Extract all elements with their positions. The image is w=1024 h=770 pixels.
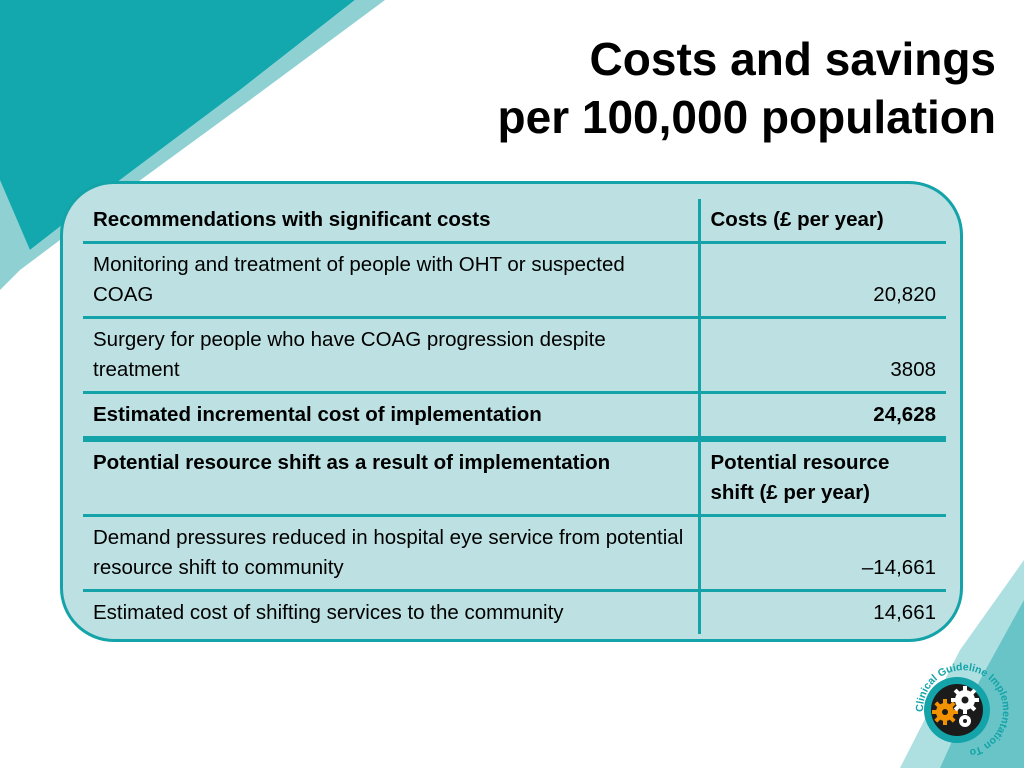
row-description: Estimated cost of shifting services to t…: [83, 590, 701, 634]
row-value: –14,661: [699, 515, 946, 592]
table-row: Estimated cost of shifting services to t…: [83, 590, 946, 634]
total-description: Estimated incremental cost of implementa…: [83, 392, 701, 442]
row-description: Surgery for people who have COAG progres…: [83, 317, 701, 394]
clinical-guideline-logo: Clinical Guideline Implementation Tools: [902, 641, 1020, 765]
total-value: 24,628: [699, 392, 946, 442]
table-row: Demand pressures reduced in hospital eye…: [83, 515, 946, 592]
row-description: Monitoring and treatment of people with …: [83, 242, 701, 319]
row-value: 3808: [699, 317, 946, 394]
costs-table: Recommendations with significant costs C…: [83, 199, 946, 634]
table-header-resource-shift: Potential resource shift as a result of …: [83, 439, 946, 517]
title-line-2: per 100,000 population: [497, 91, 996, 143]
white-gear-icon: [951, 686, 979, 727]
title-line-1: Costs and savings: [589, 33, 996, 85]
header-recommendations: Recommendations with significant costs: [83, 199, 701, 244]
table-row-total: Estimated incremental cost of implementa…: [83, 392, 946, 442]
table-row: Monitoring and treatment of people with …: [83, 242, 946, 319]
row-value: 14,661: [873, 601, 936, 624]
header-costs: Costs (£ per year): [699, 199, 946, 244]
page-title: Costs and savings per 100,000 population: [498, 30, 996, 146]
row-description: Demand pressures reduced in hospital eye…: [83, 515, 701, 592]
table-header-costs: Recommendations with significant costs C…: [83, 199, 946, 244]
row-value: 20,820: [699, 242, 946, 319]
gears-icon: Clinical Guideline Implementation Tools: [902, 641, 1012, 759]
table-row: Surgery for people who have COAG progres…: [83, 317, 946, 394]
orange-gear-icon: [932, 699, 958, 725]
header-resource-shift-value: Potential resource shift (£ per year): [699, 439, 946, 517]
header-resource-shift: Potential resource shift as a result of …: [83, 439, 701, 517]
